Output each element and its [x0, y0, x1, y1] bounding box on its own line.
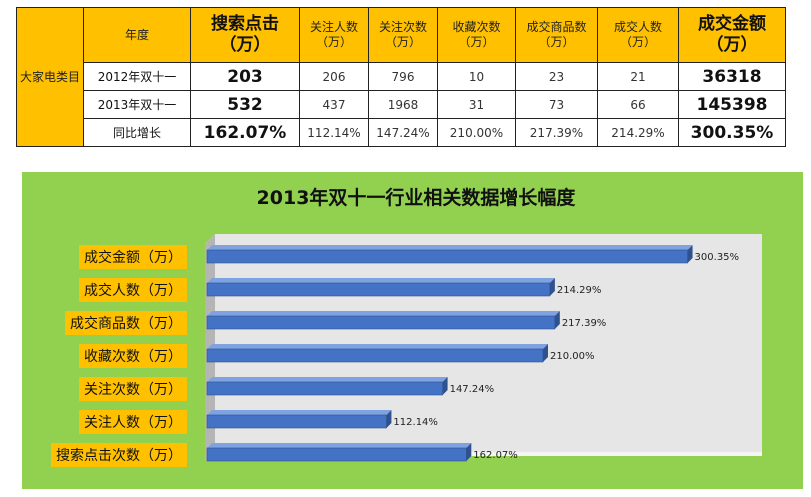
bar [206, 348, 544, 363]
header-label: 关注次数 （万） [378, 20, 427, 49]
table-cell: 217.39% [515, 118, 598, 147]
category-label-bg [79, 410, 187, 434]
row-label: 2013年双十一 [83, 90, 191, 119]
table-cell: 300.35% [678, 118, 786, 147]
table-row: 2013年双十一 532 437 1968 31 73 66 145398 [17, 90, 786, 119]
category-label-bg [79, 377, 187, 401]
bar-top [207, 245, 693, 250]
category-label: 成交人数（万） [84, 282, 182, 299]
header-year: 年度 [83, 7, 191, 63]
bar-side [386, 410, 392, 428]
bar [206, 381, 443, 396]
bar-top [207, 377, 448, 382]
bar-side [549, 278, 555, 296]
bar-side [442, 377, 448, 395]
category-cell: 大家电类目 [16, 7, 84, 147]
table-cell: 210.00% [437, 118, 516, 147]
category-label-bg [65, 311, 187, 335]
header-label: 收藏次数 （万） [452, 20, 501, 49]
header-followers: 关注人数 （万） [299, 7, 369, 63]
bar-top [207, 278, 555, 283]
category-label: 收藏次数（万） [84, 349, 182, 365]
bar-top [207, 344, 548, 349]
row-label: 同比增长 [83, 118, 191, 147]
growth-chart: 2013年双十一行业相关数据增长幅度 成交金额（万） 300.35% 成交人数（万）… [22, 172, 803, 489]
bar-side [466, 443, 472, 461]
bar [206, 447, 467, 462]
table-cell: 162.07% [190, 118, 300, 147]
table-cell: 203 [190, 62, 300, 91]
category-label: 成交商品数（万） [70, 315, 182, 332]
bars-group: 成交金额（万） 300.35% 成交人数（万） 214.29% 成交商品数（万） 217.… [51, 245, 739, 467]
stats-table: 大家电类目 年度 搜索点击 （万） 关注人数 （万） 关注次数 （万） 收藏次数… [16, 7, 786, 147]
category-label: 关注人数（万） [84, 415, 182, 431]
header-follow-count: 关注次数 （万） [368, 7, 438, 63]
table-cell: 437 [299, 90, 369, 119]
data-label: 300.35% [695, 252, 740, 263]
row-label: 2012年双十一 [83, 62, 191, 91]
table-cell: 31 [437, 90, 516, 119]
header-search-clicks: 搜索点击 （万） [190, 7, 300, 63]
data-label: 210.00% [550, 351, 595, 362]
header-label: 成交人数 （万） [613, 20, 662, 49]
table-row: 2012年双十一 203 206 796 10 23 21 36318 [17, 62, 786, 91]
bar [206, 249, 688, 264]
bar-side [543, 344, 548, 362]
data-label: 162.07% [473, 450, 518, 461]
category-label-bg [51, 443, 187, 467]
chart-svg: 2013年双十一行业相关数据增长幅度 成交金额（万） 300.35% 成交人数（万）… [51, 186, 762, 467]
table-cell: 66 [597, 90, 679, 119]
header-label: 搜索点击 （万） [211, 14, 279, 55]
table-header-row: 大家电类目 年度 搜索点击 （万） 关注人数 （万） 关注次数 （万） 收藏次数… [16, 7, 786, 147]
category-label-bg [79, 278, 187, 302]
data-label: 147.24% [450, 384, 495, 395]
header-items-sold: 成交商品数 （万） [515, 7, 598, 63]
table-cell: 206 [299, 62, 369, 91]
category-label-bg [79, 344, 187, 368]
category-label: 大家电类目 [19, 69, 80, 84]
header-label: 关注人数 （万） [309, 20, 358, 49]
table-cell: 214.29% [597, 118, 679, 147]
bar-side [687, 245, 693, 263]
table-cell: 23 [515, 62, 598, 91]
bar-top [207, 443, 472, 448]
bar [206, 414, 387, 429]
bar [206, 315, 556, 330]
bar-top [207, 311, 560, 316]
table-row: 同比增长 162.07% 112.14% 147.24% 210.00% 217… [17, 118, 786, 147]
table-cell: 532 [190, 90, 300, 119]
header-buyers: 成交人数 （万） [597, 7, 679, 63]
table-cell: 796 [368, 62, 438, 91]
chart-title: 2013年双十一行业相关数据增长幅度 [257, 186, 577, 209]
header-label: 年度 [124, 27, 149, 42]
category-label-bg [79, 245, 187, 269]
category-label: 搜索点击次数（万） [56, 447, 182, 464]
bar-side [554, 311, 560, 329]
table-cell: 1968 [368, 90, 438, 119]
data-label: 217.39% [562, 318, 607, 329]
category-label: 成交金额（万） [84, 249, 182, 266]
table-cell: 21 [597, 62, 679, 91]
table-cell: 145398 [678, 90, 786, 119]
bar-top [207, 410, 392, 415]
table-cell: 73 [515, 90, 598, 119]
table-cell: 36318 [678, 62, 786, 91]
data-label: 112.14% [393, 417, 438, 428]
header-gmv: 成交金额 （万） [678, 7, 786, 63]
header-label: 成交金额 （万） [698, 14, 766, 55]
header-label: 成交商品数 （万） [526, 20, 587, 49]
category-label: 关注次数（万） [84, 382, 182, 398]
data-label: 214.29% [557, 285, 602, 296]
table-cell: 147.24% [368, 118, 438, 147]
header-favorites: 收藏次数 （万） [437, 7, 516, 63]
table-cell: 10 [437, 62, 516, 91]
table-cell: 112.14% [299, 118, 369, 147]
bar [206, 282, 551, 297]
